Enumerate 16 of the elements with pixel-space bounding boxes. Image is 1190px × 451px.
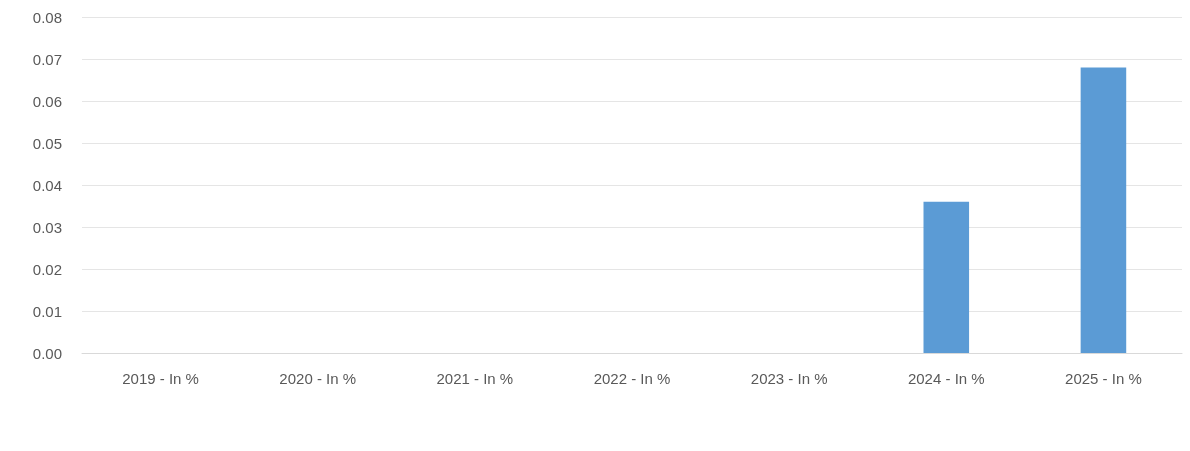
y-tick-label: 0.07 bbox=[32, 50, 62, 68]
x-tick-label: 2021 - In % bbox=[436, 370, 514, 387]
y-tick-label: 0.08 bbox=[32, 8, 62, 26]
y-tick-label: 0.04 bbox=[32, 176, 62, 194]
y-tick-label: 0.05 bbox=[32, 134, 62, 152]
x-tick-label: 2023 - In % bbox=[750, 370, 828, 387]
y-tick-label: 0.02 bbox=[32, 260, 62, 278]
y-tick-label: 0.01 bbox=[32, 302, 62, 320]
x-tick-label: 2019 - In % bbox=[122, 370, 199, 387]
y-tick-label: 0.00 bbox=[32, 344, 62, 362]
x-tick-label: 2022 - In % bbox=[593, 370, 671, 387]
x-tick-label: 2024 - In % bbox=[907, 370, 985, 387]
y-tick-label: 0.06 bbox=[32, 92, 62, 110]
y-tick-label: 0.03 bbox=[32, 218, 62, 236]
x-tick-label: 2020 - In % bbox=[279, 370, 357, 387]
x-tick-label: 2025 - In % bbox=[1065, 370, 1142, 387]
